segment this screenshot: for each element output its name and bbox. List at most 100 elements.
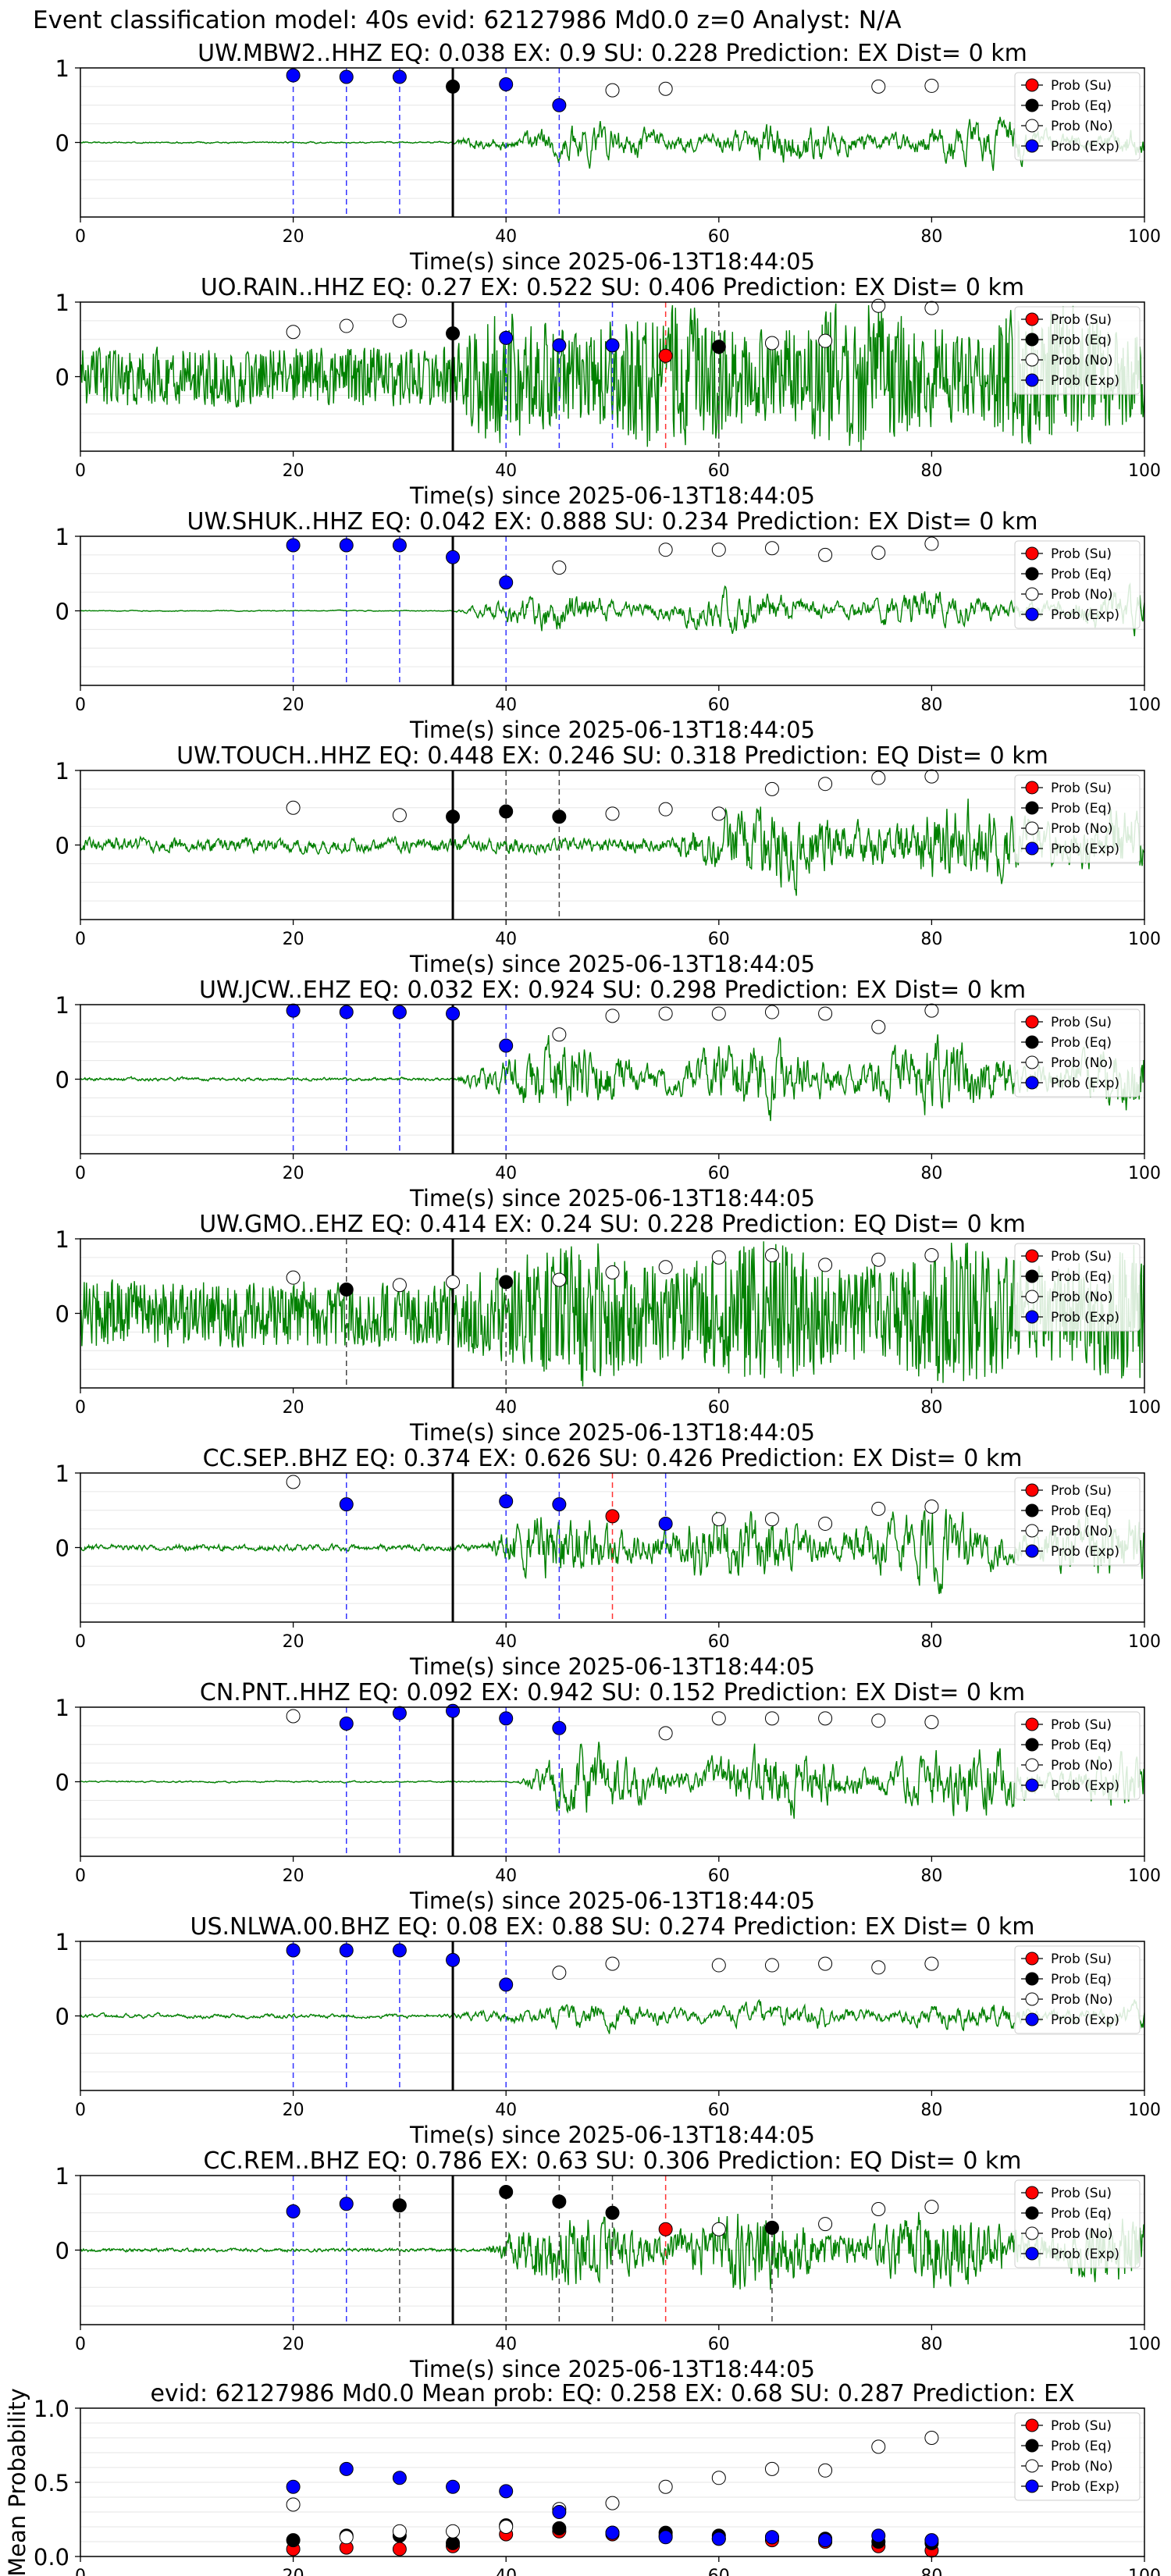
legend-marker-no (1025, 1992, 1039, 2006)
mean-point-exp (818, 2533, 833, 2548)
legend-label-exp: Prob (Exp) (1051, 2479, 1119, 2495)
prob-point-no (764, 1711, 779, 1726)
legend-marker-exp (1025, 1778, 1039, 1792)
x-tick-label: 60 (708, 1164, 730, 1183)
legend-label-no: Prob (No) (1051, 1290, 1113, 1305)
legend-marker-no (1025, 1290, 1039, 1304)
prob-point-no (552, 1272, 567, 1287)
legend-label-eq: Prob (Eq) (1051, 1035, 1112, 1051)
x-axis-label: Time(s) since 2025-06-13T18:44:05 (409, 1419, 815, 1446)
mean-point-no (924, 2431, 939, 2445)
x-tick-label: 40 (495, 1164, 517, 1183)
legend-marker-eq (1025, 333, 1039, 347)
prob-point-no (818, 1006, 833, 1021)
mean-point-exp (339, 2461, 354, 2476)
x-tick-label: 100 (1128, 696, 1161, 715)
prob-point-no (711, 2222, 726, 2236)
x-tick-label: 80 (920, 1164, 942, 1183)
x-tick-label: 0 (75, 1398, 86, 1418)
prob-point-exp (499, 575, 514, 590)
legend-label-exp: Prob (Exp) (1051, 1076, 1119, 1091)
legend-label-exp: Prob (Exp) (1051, 2247, 1119, 2262)
mean-point-su (392, 2542, 407, 2556)
prob-point-no (764, 1512, 779, 1527)
x-axis-label: Time(s) since 2025-06-13T18:44:05 (409, 2356, 815, 2382)
prob-point-exp (392, 1706, 407, 1720)
mean-point-eq (286, 2533, 301, 2548)
prob-point-exp (499, 1494, 514, 1509)
mean-point-no (605, 2496, 620, 2510)
waveform-trace (80, 1034, 1144, 1122)
x-tick-label: 20 (283, 930, 304, 949)
waveform-trace (80, 1742, 1144, 1819)
legend-label-eq: Prob (Eq) (1051, 333, 1112, 348)
x-tick-label: 60 (708, 2101, 730, 2120)
prob-point-no (871, 546, 886, 560)
legend-marker-eq (1025, 1269, 1039, 1283)
prob-point-exp (446, 1703, 461, 1718)
prob-point-exp (605, 338, 620, 353)
y-tick-label: 0.5 (34, 2470, 69, 2496)
x-tick-label: 100 (1128, 227, 1161, 247)
prob-point-no (764, 1005, 779, 1019)
prob-point-no (871, 1960, 886, 1975)
x-axis-label: Time(s) since 2025-06-13T18:44:05 (409, 1185, 815, 1212)
x-tick-label: 20 (283, 2567, 304, 2576)
legend-label-no: Prob (No) (1051, 1055, 1113, 1071)
panel-title: UW.MBW2..HHZ EQ: 0.038 EX: 0.9 SU: 0.228… (198, 40, 1027, 67)
x-tick-label: 0 (75, 2101, 86, 2120)
x-tick-label: 80 (920, 227, 942, 247)
legend-label-su: Prob (Su) (1051, 1717, 1112, 1733)
legend-label-su: Prob (Su) (1051, 781, 1112, 796)
legend-label-eq: Prob (Eq) (1051, 1269, 1112, 1285)
x-tick-label: 0 (75, 1866, 86, 1886)
y-tick-label: 1 (55, 1226, 69, 1253)
prob-point-no (339, 318, 354, 333)
prob-point-no (924, 536, 939, 551)
prob-point-exp (339, 1005, 354, 1019)
legend-marker-exp (1025, 1544, 1039, 1558)
prob-point-no (924, 1715, 939, 1730)
legend-marker-su (1025, 781, 1039, 795)
station-panel: UW.GMO..EHZ EQ: 0.414 EX: 0.24 SU: 0.228… (55, 1211, 1161, 1446)
mean-point-exp (286, 2479, 301, 2494)
legend-marker-exp (1025, 139, 1039, 153)
y-tick-label: 0 (55, 599, 69, 625)
prob-point-no (658, 802, 673, 817)
x-tick-label: 40 (495, 461, 517, 481)
y-tick-label: 1 (55, 758, 69, 785)
prob-point-no (446, 1275, 461, 1290)
legend-marker-su (1025, 2186, 1039, 2200)
legend-box (1014, 2412, 1141, 2501)
legend-label-su: Prob (Su) (1051, 1249, 1112, 1265)
prob-point-no (924, 2200, 939, 2215)
y-tick-label: 0 (55, 1535, 69, 1562)
legend-label-eq: Prob (Eq) (1051, 567, 1112, 582)
prob-point-eq (764, 2220, 779, 2235)
mean-point-eq (446, 2535, 461, 2550)
prob-point-exp (286, 1003, 301, 1018)
prob-point-exp (446, 1006, 461, 1021)
prob-point-no (818, 1516, 833, 1531)
legend-marker-no (1025, 1524, 1039, 1538)
station-panel: UW.JCW..EHZ EQ: 0.032 EX: 0.924 SU: 0.29… (55, 977, 1161, 1212)
prob-point-eq (552, 2194, 567, 2209)
legend-marker-no (1025, 2459, 1039, 2473)
mean-panel-title: evid: 62127986 Md0.0 Mean prob: EQ: 0.25… (150, 2380, 1074, 2407)
prob-point-no (711, 806, 726, 821)
x-axis-label: Time(s) since 2025-06-13T18:44:05 (409, 2122, 815, 2148)
waveform-trace (80, 799, 1144, 896)
prob-point-no (924, 1248, 939, 1263)
prob-point-no (764, 541, 779, 556)
prob-point-no (818, 1711, 833, 1726)
legend-marker-no (1025, 1055, 1039, 1069)
legend-label-no: Prob (No) (1051, 2459, 1113, 2475)
legend-label-no: Prob (No) (1051, 1524, 1113, 1539)
prob-point-no (711, 1006, 726, 1021)
legend-label-exp: Prob (Exp) (1051, 1778, 1119, 1794)
legend-marker-eq (1025, 1035, 1039, 1049)
legend-box (1014, 1243, 1141, 1332)
x-tick-label: 80 (920, 1866, 942, 1886)
prob-point-exp (552, 98, 567, 112)
y-tick-label: 1 (55, 1695, 69, 1721)
